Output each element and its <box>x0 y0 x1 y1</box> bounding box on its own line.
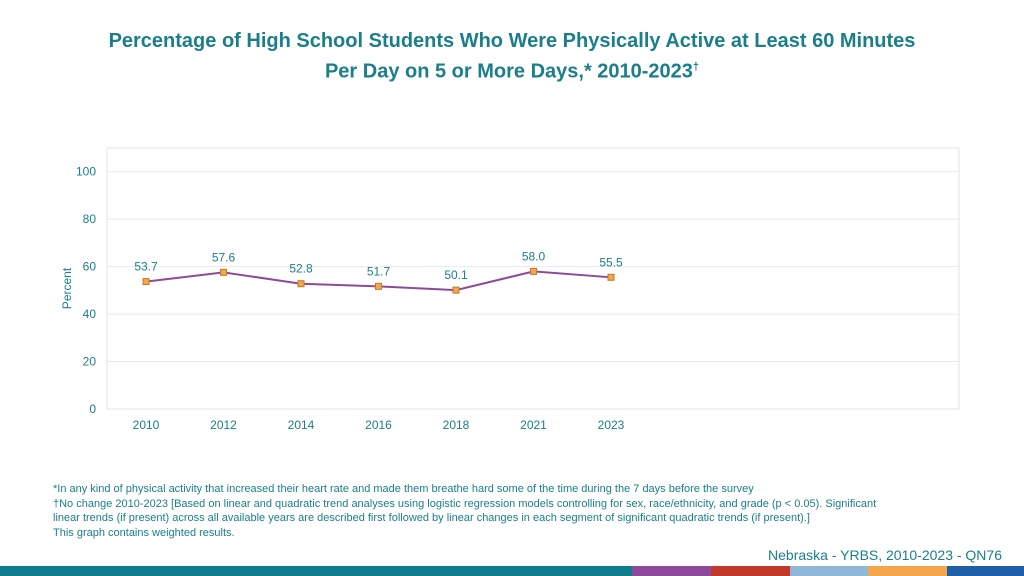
y-tick-label: 100 <box>76 165 96 179</box>
chart-title: Percentage of High School Students Who W… <box>0 28 1024 85</box>
footnote-line1: *In any kind of physical activity that i… <box>53 483 754 495</box>
y-tick-label: 80 <box>83 212 97 226</box>
data-label: 50.1 <box>444 268 468 282</box>
data-label: 51.7 <box>367 264 391 278</box>
y-tick-label: 40 <box>83 307 97 321</box>
y-tick-label: 0 <box>89 402 96 416</box>
bottom-bar-segment <box>0 566 632 576</box>
data-point <box>452 286 460 294</box>
data-label: 53.7 <box>134 260 158 274</box>
data-label: 55.5 <box>599 255 623 269</box>
dagger-symbol: † <box>692 61 700 73</box>
data-label: 52.8 <box>289 262 313 276</box>
chart-title-line2-text: Per Day on 5 or More Days,* 2010-2023 <box>324 60 693 83</box>
chart-title-line1: Percentage of High School Students Who W… <box>108 30 916 52</box>
x-tick-label: 2014 <box>288 418 315 432</box>
y-axis-label: Percent <box>60 267 74 309</box>
footnotes: *In any kind of physical activity that i… <box>53 482 953 540</box>
plot-area <box>106 147 960 410</box>
bottom-color-bar <box>0 566 1024 576</box>
y-tick-label: 20 <box>83 355 97 369</box>
chart-title-line2: Per Day on 5 or More Days,* 2010-2023† <box>0 54 1024 85</box>
bottom-bar-segment <box>790 566 868 576</box>
data-point <box>220 268 227 276</box>
footnote-line4: This graph contains weighted results. <box>53 526 235 539</box>
bottom-bar-segment <box>632 566 711 576</box>
x-tick-label: 2010 <box>133 418 160 432</box>
bottom-bar-segment <box>947 566 1024 576</box>
data-point <box>142 278 150 286</box>
data-point <box>607 273 615 281</box>
footnote-line2: †No change 2010-2023 [Based on linear an… <box>53 497 877 510</box>
bottom-bar-segment <box>868 566 947 576</box>
data-label: 58.0 <box>522 249 546 263</box>
x-tick-label: 2018 <box>443 418 470 432</box>
x-tick-label: 2012 <box>210 418 237 432</box>
x-tick-label: 2021 <box>520 418 547 432</box>
data-point <box>297 280 305 288</box>
data-label: 57.6 <box>212 250 236 264</box>
footnote-line3: linear trends (if present) across all av… <box>53 512 810 524</box>
y-tick-label: 60 <box>83 260 97 274</box>
data-point <box>530 267 537 275</box>
x-tick-label: 2023 <box>598 418 625 432</box>
bottom-bar-segment <box>711 566 790 576</box>
x-tick-label: 2016 <box>365 418 392 432</box>
source-label: Nebraska - YRBS, 2010-2023 - QN76 <box>768 547 1002 563</box>
data-point <box>375 282 382 290</box>
